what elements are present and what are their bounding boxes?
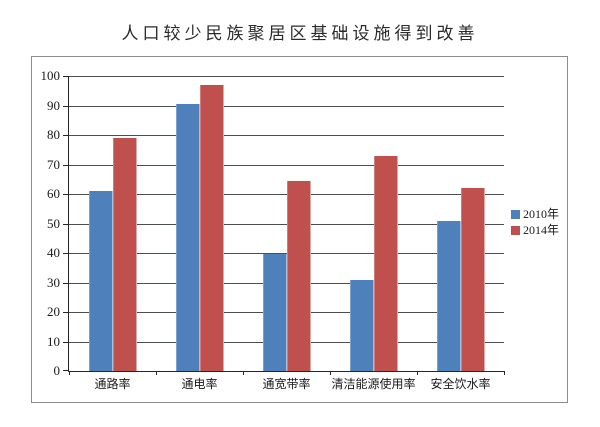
y-tick-mark [63,76,69,77]
y-tick-mark [63,282,69,284]
gridline [69,105,504,107]
y-tick-mark [63,164,69,166]
x-tick-mark [504,371,505,375]
y-tick-label: 80 [47,127,60,142]
gridline [69,135,504,136]
x-category-label: 通电率 [181,377,218,391]
y-tick-mark [63,105,69,107]
x-category-label: 通路率 [94,377,131,391]
y-tick-label: 20 [47,304,60,319]
y-tick-mark [63,253,69,254]
bar-2010年-通路率 [88,191,113,371]
legend-item: 2010年 [511,206,559,222]
bar-2010年-通宽带率 [262,254,287,371]
x-tick-mark [69,371,70,375]
x-tick-mark [417,371,418,375]
chart-title: 人口较少民族聚居区基础设施得到改善 [121,24,479,43]
legend-label-2014: 2014年 [523,223,560,237]
legend-item: 2014年 [511,222,559,238]
x-tick-mark [156,371,157,375]
bar-2010年-通电率 [175,104,200,371]
y-tick-label: 0 [53,363,61,378]
y-tick-label: 90 [47,97,60,113]
plot-area: 0 10 20 30 40 50 60 70 80 90 100 通路率 通电率 通宽带率 清洁能源使用率安… [41,69,505,391]
bar-2014年-通宽带率 [286,180,311,371]
y-tick-mark [63,341,69,343]
x-category-label: 安全饮水率 [430,377,491,391]
y-tick-mark [63,312,69,313]
gridline [69,164,504,166]
y-tick-label: 60 [47,186,60,201]
x-tick-mark [243,371,244,375]
y-tick-mark [63,223,69,225]
y-tick-label: 30 [47,274,60,290]
bar-2014年-清洁能源使用率 [373,155,398,371]
y-tick-mark [63,370,69,371]
x-category-label: 清洁能源使用率 [331,377,416,391]
x-tick-mark [330,371,331,375]
bar-2014年-通路率 [112,137,137,371]
y-tick-label: 10 [47,333,60,349]
legend-label-2010: 2010年 [523,207,560,221]
legend-swatch-2014 [511,225,520,235]
chart-frame: 0 10 20 30 40 50 60 70 80 90 100 通路率 通电率 通宽带率 清洁能源使用率安… [31,56,568,403]
gridline [69,76,504,77]
x-category-label: 通宽带率 [262,377,311,391]
bar-2010年-安全饮水率 [436,220,461,371]
y-tick-label: 70 [47,156,60,172]
y-tick-label: 50 [47,215,60,231]
y-tick-label: 100 [40,68,61,83]
bar-2014年-通电率 [199,84,224,371]
y-tick-label: 40 [47,245,60,260]
legend: 2010年 2014年 [511,206,559,238]
legend-swatch-2010 [511,209,520,219]
y-tick-mark [63,135,69,136]
bar-2014年-安全饮水率 [460,188,485,371]
bar-2010年-清洁能源使用率 [349,279,374,371]
y-tick-mark [63,194,69,195]
